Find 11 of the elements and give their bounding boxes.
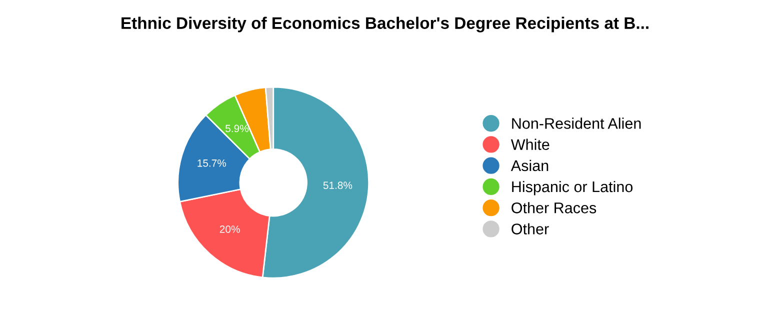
- chart-title: Ethnic Diversity of Economics Bachelor's Degree Recipients at B...: [122, 16, 648, 32]
- data-label: 15.7%: [198, 159, 226, 167]
- legend-label: White: [510, 138, 550, 150]
- data-label: 5.9%: [226, 124, 248, 132]
- legend-label: Non-Resident Alien: [512, 118, 641, 129]
- legend-label: Other Races: [512, 202, 596, 214]
- data-label: 20%: [220, 226, 240, 233]
- legend-label: Hispanic or Latino: [512, 180, 633, 196]
- legend-label: Other: [512, 223, 549, 234]
- legend-label: Asian: [510, 160, 548, 172]
- data-label: 51.8%: [323, 182, 352, 190]
